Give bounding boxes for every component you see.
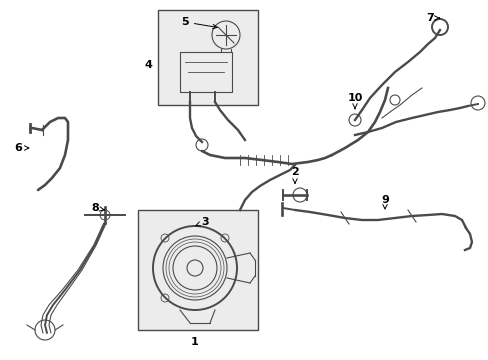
Text: 3: 3 bbox=[195, 217, 208, 227]
Bar bbox=[138, 210, 258, 330]
Text: 8: 8 bbox=[91, 203, 104, 213]
Text: 4: 4 bbox=[144, 60, 152, 70]
Bar bbox=[180, 52, 231, 92]
Text: 6: 6 bbox=[14, 143, 29, 153]
Text: 5: 5 bbox=[181, 17, 217, 29]
Text: 7: 7 bbox=[425, 13, 439, 23]
Text: 2: 2 bbox=[290, 167, 298, 183]
Text: 9: 9 bbox=[380, 195, 388, 209]
Bar bbox=[158, 10, 258, 105]
Text: 10: 10 bbox=[346, 93, 362, 109]
Text: 1: 1 bbox=[191, 337, 199, 347]
